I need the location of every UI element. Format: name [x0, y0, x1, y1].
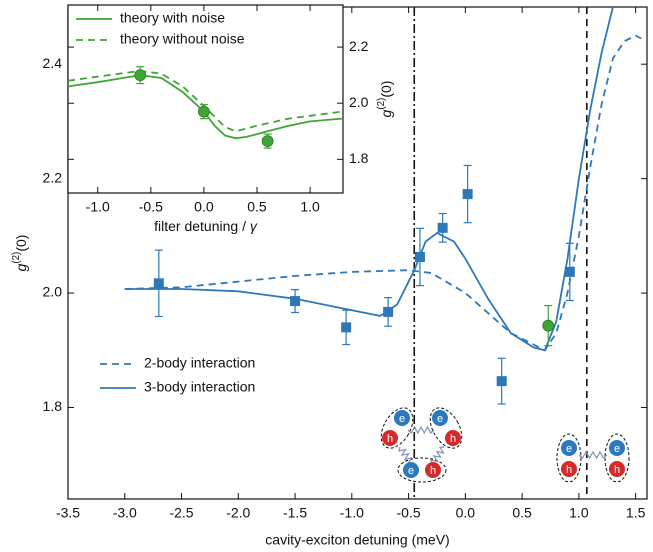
x-tick-label: 0.5: [512, 505, 532, 521]
y-tick-label: 2.0: [43, 284, 63, 300]
y-label-base: g: [13, 263, 29, 271]
particle-label: h: [430, 465, 436, 477]
data-point: [462, 189, 473, 200]
data-point: [437, 222, 448, 233]
particle-label: e: [566, 443, 572, 455]
hole: [425, 462, 441, 478]
y-tick-label: 2.0: [349, 94, 369, 110]
hole: [445, 430, 461, 446]
electron: [394, 410, 410, 426]
spring: [430, 446, 445, 465]
spring: [407, 425, 435, 435]
legend-label: theory without noise: [120, 31, 245, 47]
electron: [561, 440, 577, 456]
line-series: [124, 34, 642, 352]
hole: [609, 461, 625, 477]
frame: [67, 4, 344, 194]
x-tick-label: 0.5: [247, 199, 267, 215]
particle-label: h: [387, 433, 393, 445]
electron: [432, 410, 448, 426]
data-point: [496, 376, 507, 387]
data-point: [414, 252, 425, 263]
y-axis-label: g(2)(0): [11, 235, 29, 272]
x-label-text: filter detuning /: [154, 218, 250, 234]
particle-label: h: [450, 433, 456, 445]
x-tick-label: -1.0: [340, 505, 364, 521]
y-tick-label: 2.2: [349, 38, 369, 54]
particle-label: h: [614, 464, 620, 476]
particle-label: e: [614, 443, 620, 455]
legend-label: 2-body interaction: [144, 355, 255, 371]
electron: [403, 462, 419, 478]
data-point: [383, 306, 394, 317]
data-point: [290, 296, 301, 307]
frame: [67, 6, 648, 500]
line-series: [68, 69, 343, 133]
electron: [609, 440, 625, 456]
x-tick-label: 1.0: [300, 199, 320, 215]
x-tick-label: 0.0: [456, 505, 476, 521]
x-label-symbol: γ: [250, 218, 258, 234]
x-tick-label: 0.0: [194, 199, 214, 215]
data-point: [198, 105, 210, 118]
exciton-outline: [429, 407, 463, 449]
y-label-base: g: [378, 109, 394, 117]
hole: [561, 461, 577, 477]
y-label-tail: (0): [13, 235, 29, 252]
data-point: [542, 319, 555, 332]
particle-label: e: [437, 413, 443, 425]
particle-label: h: [566, 464, 572, 476]
line-series: [124, 7, 614, 352]
data-point: [134, 69, 147, 82]
x-axis-label: cavity-exciton detuning (meV): [265, 532, 449, 548]
y-tick-label: 2.4: [43, 55, 63, 71]
y-label-sup: (2): [11, 252, 22, 264]
spring: [398, 446, 413, 465]
x-tick-label: -0.5: [139, 199, 163, 215]
x-tick-label: -2.0: [226, 505, 250, 521]
data-point: [341, 322, 352, 333]
y-label-tail: (0): [378, 81, 394, 98]
x-tick-label: -3.0: [113, 505, 137, 521]
data-point: [564, 266, 575, 277]
data-point: [261, 135, 274, 147]
x-tick-label: -1.5: [283, 505, 307, 521]
y-tick-label: 1.8: [349, 150, 369, 166]
y-tick-label: 1.8: [43, 398, 63, 414]
legend-label: 3-body interaction: [144, 379, 255, 395]
particle-label: e: [399, 413, 405, 425]
spring: [578, 450, 608, 460]
x-tick-label: -1.0: [86, 199, 110, 215]
x-tick-label: 1.0: [569, 505, 589, 521]
x-tick-label: -2.5: [169, 505, 193, 521]
y-label-sup: (2): [376, 98, 387, 110]
data-point: [153, 278, 164, 289]
particle-label: e: [408, 465, 414, 477]
x-tick-label: -0.5: [397, 505, 421, 521]
inset-bg: [68, 5, 343, 193]
exciton-outline: [380, 407, 414, 449]
y-tick-label: 2.2: [43, 169, 63, 185]
y-axis-label: g(2)(0): [376, 81, 394, 118]
hole: [382, 430, 398, 446]
x-tick-label: 1.5: [626, 505, 646, 521]
legend-label: theory with noise: [120, 10, 225, 26]
x-axis-label: filter detuning / γ: [154, 218, 258, 234]
x-tick-label: -3.5: [56, 505, 80, 521]
